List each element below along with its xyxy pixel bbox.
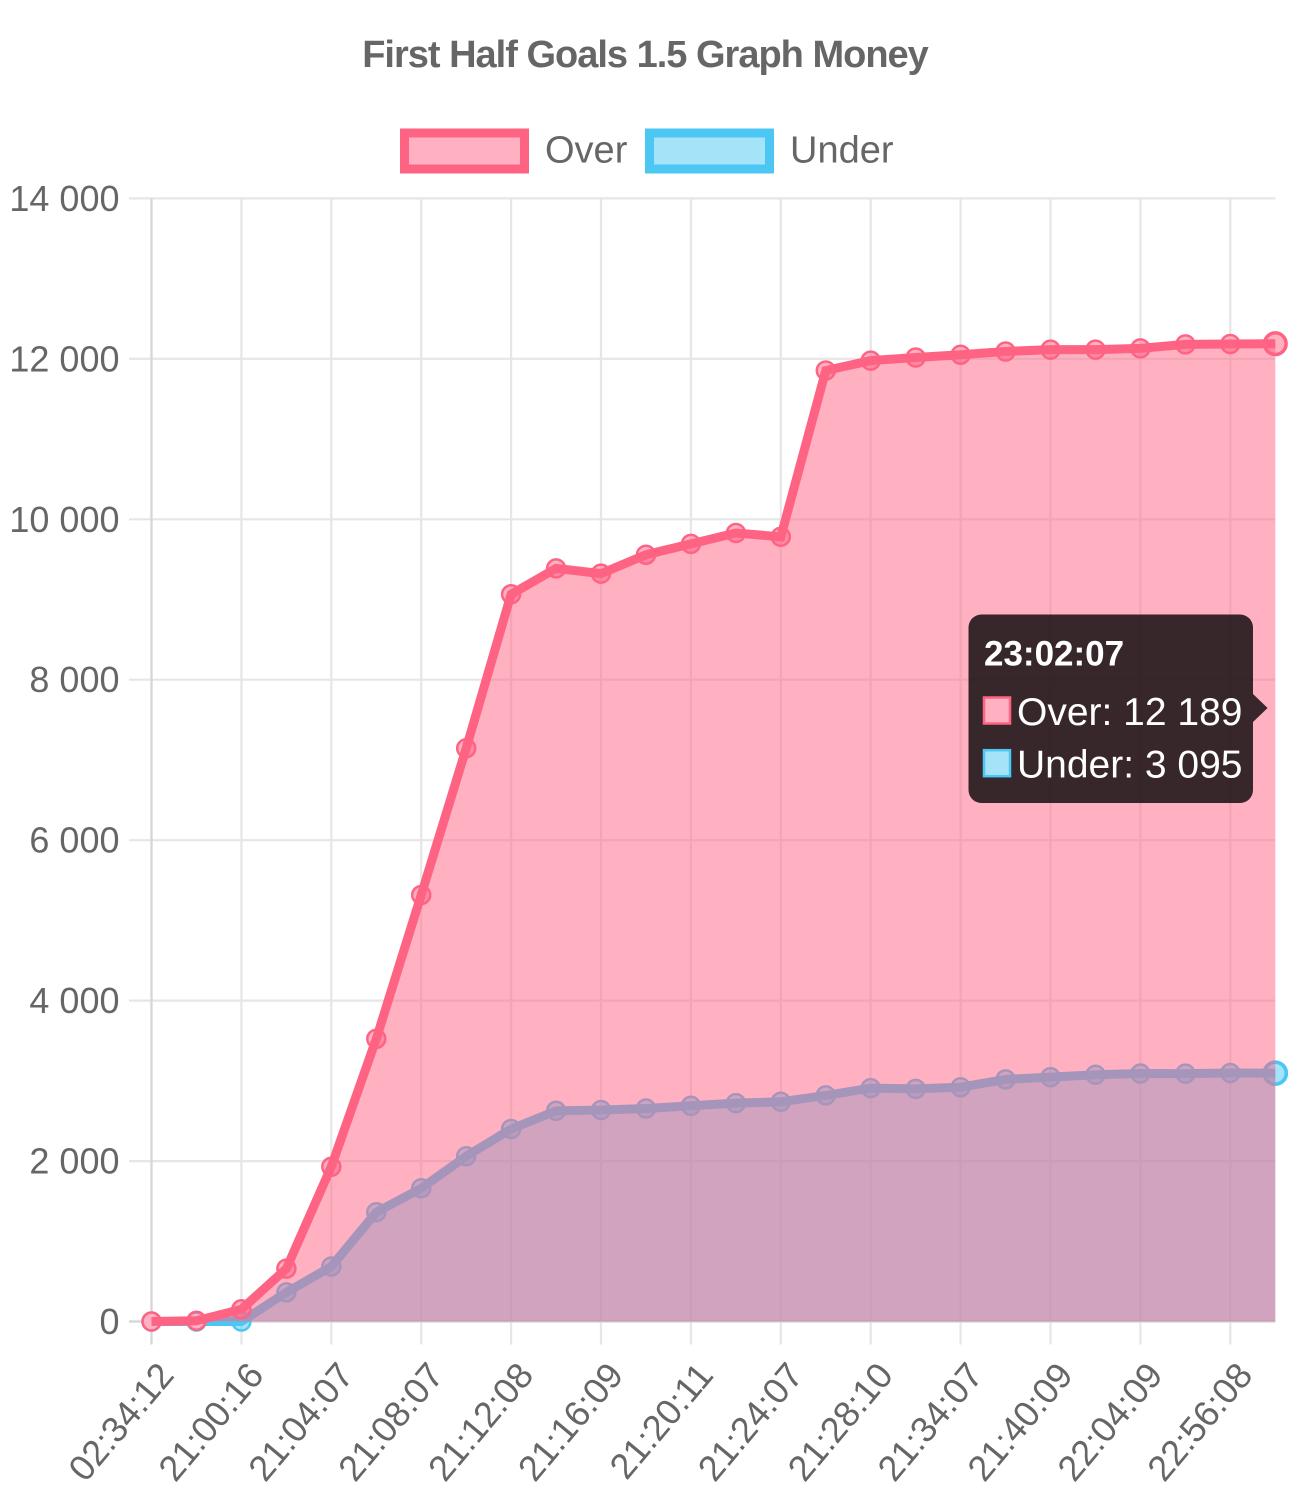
- svg-text:Over: Over: [545, 130, 628, 172]
- svg-text:8 000: 8 000: [29, 659, 119, 700]
- svg-text:6 000: 6 000: [29, 820, 119, 861]
- svg-text:0: 0: [99, 1301, 119, 1342]
- svg-text:4 000: 4 000: [29, 980, 119, 1021]
- svg-text:10 000: 10 000: [9, 499, 119, 540]
- svg-text:First Half Goals 1.5 Graph Mon: First Half Goals 1.5 Graph Money: [362, 34, 928, 76]
- svg-text:Over: 12 189: Over: 12 189: [1017, 691, 1242, 734]
- svg-text:Under: 3 095: Under: 3 095: [1017, 744, 1243, 787]
- svg-text:14 000: 14 000: [9, 178, 119, 219]
- svg-text:Under: Under: [790, 130, 894, 172]
- svg-text:23:02:07: 23:02:07: [984, 635, 1124, 674]
- svg-text:2 000: 2 000: [29, 1141, 119, 1182]
- svg-text:12 000: 12 000: [9, 338, 119, 379]
